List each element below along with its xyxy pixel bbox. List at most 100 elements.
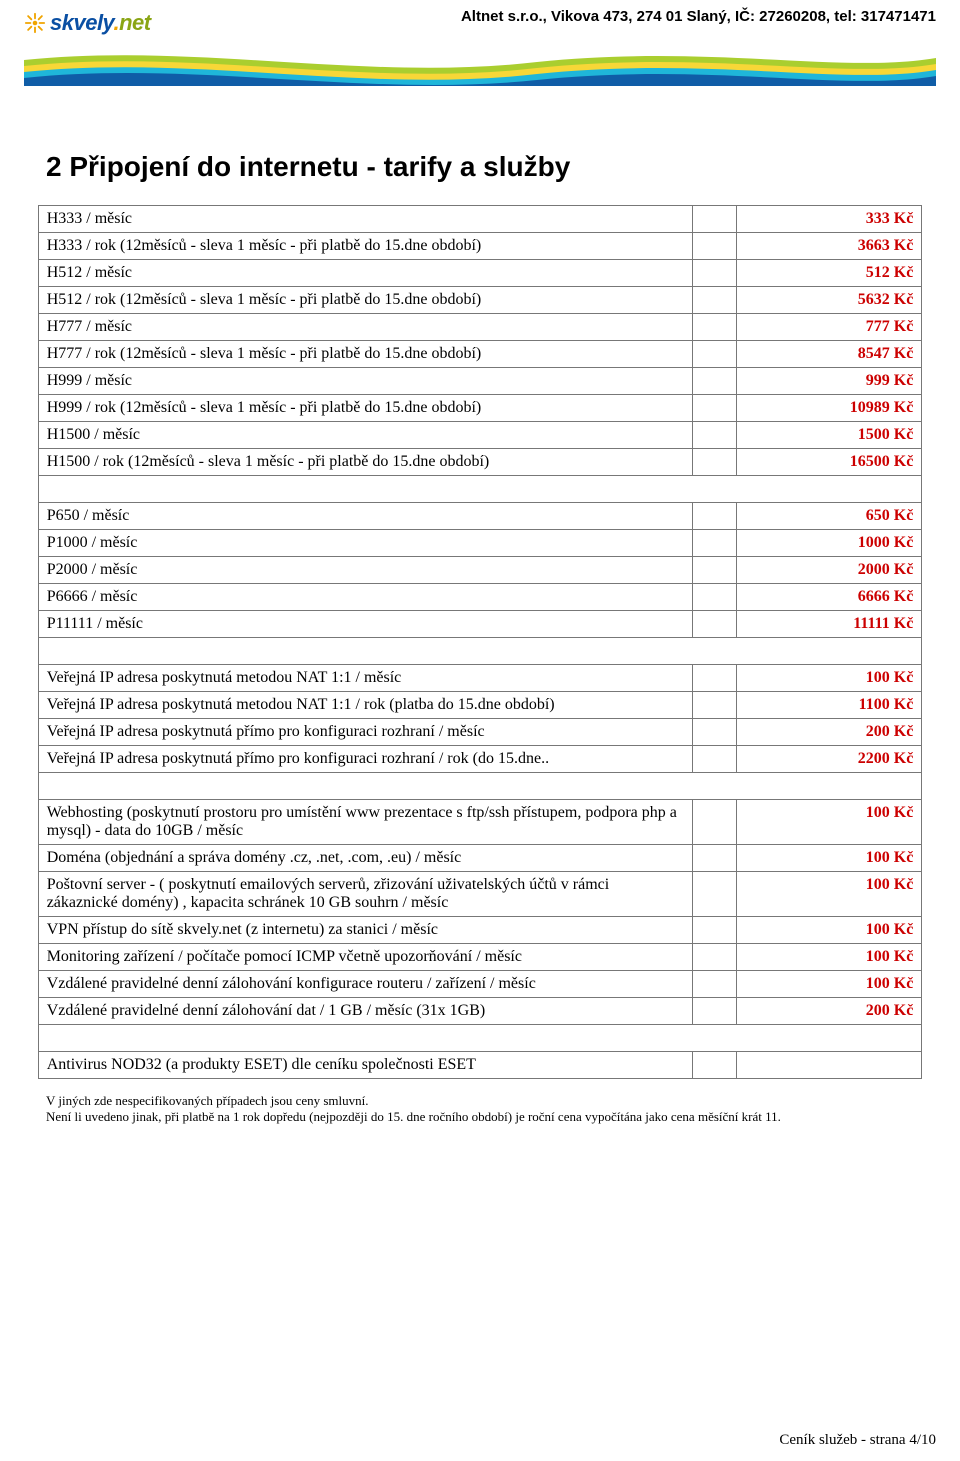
table-row: P650 / měsíc 650 Kč	[38, 503, 922, 530]
mid-cell	[692, 872, 736, 917]
mid-cell	[692, 503, 736, 530]
mid-cell	[692, 449, 736, 476]
table-row	[38, 1025, 922, 1052]
label-cell: Monitoring zařízení / počítače pomocí IC…	[38, 944, 692, 971]
price-cell: 5632 Kč	[736, 287, 922, 314]
label-cell: H512 / rok (12měsíců - sleva 1 měsíc - p…	[38, 287, 692, 314]
mid-cell	[692, 368, 736, 395]
price-cell: 1000 Kč	[736, 530, 922, 557]
label-cell: Webhosting (poskytnutí prostoru pro umís…	[38, 800, 692, 845]
label-cell: Veřejná IP adresa poskytnutá přímo pro k…	[38, 746, 692, 773]
mid-cell	[692, 611, 736, 638]
price-cell: 100 Kč	[736, 944, 922, 971]
mid-cell	[692, 233, 736, 260]
price-cell: 8547 Kč	[736, 341, 922, 368]
mid-cell	[692, 1052, 736, 1079]
mid-cell	[692, 341, 736, 368]
table-row: H512 / rok (12měsíců - sleva 1 měsíc - p…	[38, 287, 922, 314]
mid-cell	[692, 746, 736, 773]
mid-cell	[692, 314, 736, 341]
label-cell: Poštovní server - ( poskytnutí emailovýc…	[38, 872, 692, 917]
table-row: Doména (objednání a správa domény .cz, .…	[38, 845, 922, 872]
blank-cell	[38, 638, 922, 665]
table-row: H1500 / měsíc1500 Kč	[38, 422, 922, 449]
price-cell	[736, 1052, 922, 1079]
price-cell: 2000 Kč	[736, 557, 922, 584]
price-cell: 100 Kč	[736, 917, 922, 944]
price-cell: 200 Kč	[736, 998, 922, 1025]
mid-cell	[692, 206, 736, 233]
mid-cell	[692, 557, 736, 584]
label-cell: H777 / měsíc	[38, 314, 692, 341]
label-cell: H512 / měsíc	[38, 260, 692, 287]
price-cell: 100 Kč	[736, 845, 922, 872]
label-cell: P11111 / měsíc	[38, 611, 692, 638]
blank-cell	[38, 1025, 922, 1052]
price-cell: 100 Kč	[736, 800, 922, 845]
label-cell: P6666 / měsíc	[38, 584, 692, 611]
mid-cell	[692, 287, 736, 314]
mid-cell	[692, 584, 736, 611]
table-row: Veřejná IP adresa poskytnutá přímo pro k…	[38, 719, 922, 746]
price-cell: 6666 Kč	[736, 584, 922, 611]
table-row: Vzdálené pravidelné denní zálohování kon…	[38, 971, 922, 998]
label-cell: H999 / měsíc	[38, 368, 692, 395]
label-cell: VPN přístup do sítě skvely.net (z intern…	[38, 917, 692, 944]
mid-cell	[692, 530, 736, 557]
page-footer: Ceník služeb - strana 4/10	[779, 1432, 936, 1449]
table-row: Antivirus NOD32 (a produkty ESET) dle ce…	[38, 1052, 922, 1079]
label-cell: P1000 / měsíc	[38, 530, 692, 557]
note-line: Není li uvedeno jinak, při platbě na 1 r…	[46, 1109, 914, 1125]
label-cell: Veřejná IP adresa poskytnutá přímo pro k…	[38, 719, 692, 746]
table-row: P6666 / měsíc 6666 Kč	[38, 584, 922, 611]
table-row: H999 / rok (12měsíců - sleva 1 měsíc - p…	[38, 395, 922, 422]
table-row: Veřejná IP adresa poskytnutá metodou NAT…	[38, 665, 922, 692]
table-row: Veřejná IP adresa poskytnutá přímo pro k…	[38, 746, 922, 773]
price-cell: 999 Kč	[736, 368, 922, 395]
mid-cell	[692, 944, 736, 971]
label-cell: Vzdálené pravidelné denní zálohování dat…	[38, 998, 692, 1025]
table-row: Poštovní server - ( poskytnutí emailovýc…	[38, 872, 922, 917]
table-row: H333 / měsíc333 Kč	[38, 206, 922, 233]
table-row: H777 / měsíc777 Kč	[38, 314, 922, 341]
price-cell: 650 Kč	[736, 503, 922, 530]
label-cell: H777 / rok (12měsíců - sleva 1 měsíc - p…	[38, 341, 692, 368]
page-header: skvely.net Altnet s.r.o., Vikova 473, 27…	[24, 8, 936, 36]
mid-cell	[692, 800, 736, 845]
waves-icon	[24, 40, 936, 86]
mid-cell	[692, 260, 736, 287]
page-title: 2 Připojení do internetu - tarify a služ…	[46, 151, 936, 183]
price-cell: 1500 Kč	[736, 422, 922, 449]
mid-cell	[692, 998, 736, 1025]
mid-cell	[692, 971, 736, 998]
price-cell: 11111 Kč	[736, 611, 922, 638]
price-cell: 512 Kč	[736, 260, 922, 287]
table-row: H777 / rok (12měsíců - sleva 1 měsíc - p…	[38, 341, 922, 368]
label-cell: H333 / měsíc	[38, 206, 692, 233]
logo-text: skvely.net	[50, 10, 151, 36]
logo: skvely.net	[24, 10, 151, 36]
label-cell: Veřejná IP adresa poskytnutá metodou NAT…	[38, 665, 692, 692]
blank-cell	[38, 476, 922, 503]
label-cell: Doména (objednání a správa domény .cz, .…	[38, 845, 692, 872]
table-row: H999 / měsíc 999 Kč	[38, 368, 922, 395]
price-cell: 3663 Kč	[736, 233, 922, 260]
price-cell: 16500 Kč	[736, 449, 922, 476]
logo-skvely: skvely	[50, 10, 113, 35]
label-cell: P650 / měsíc	[38, 503, 692, 530]
blank-cell	[38, 773, 922, 800]
label-cell: Vzdálené pravidelné denní zálohování kon…	[38, 971, 692, 998]
table-row: P1000 / měsíc 1000 Kč	[38, 530, 922, 557]
table-row: Vzdálené pravidelné denní zálohování dat…	[38, 998, 922, 1025]
label-cell: Veřejná IP adresa poskytnutá metodou NAT…	[38, 692, 692, 719]
price-cell: 1100 Kč	[736, 692, 922, 719]
table-row: H1500 / rok (12měsíců - sleva 1 měsíc - …	[38, 449, 922, 476]
mid-cell	[692, 395, 736, 422]
price-cell: 2200 Kč	[736, 746, 922, 773]
label-cell: H999 / rok (12měsíců - sleva 1 měsíc - p…	[38, 395, 692, 422]
table-row: Monitoring zařízení / počítače pomocí IC…	[38, 944, 922, 971]
mid-cell	[692, 422, 736, 449]
price-cell: 100 Kč	[736, 872, 922, 917]
notes: V jiných zde nespecifikovaných případech…	[46, 1093, 914, 1126]
label-cell: H1500 / rok (12měsíců - sleva 1 měsíc - …	[38, 449, 692, 476]
